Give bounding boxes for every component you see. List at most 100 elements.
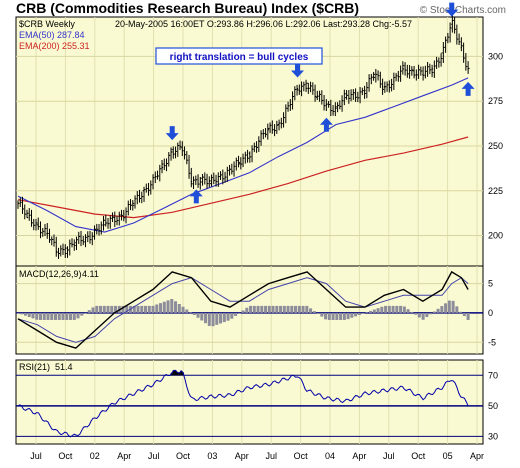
price-point	[451, 23, 453, 25]
macd-histogram-bar	[87, 310, 91, 313]
macd-histogram-bar	[286, 305, 290, 313]
cycle-arrow-down	[291, 63, 305, 78]
x-tick-label: Apr	[470, 451, 484, 461]
x-tick-label: 02	[90, 451, 100, 461]
price-y-tick-label: 275	[488, 96, 503, 106]
price-y-tick-label: 300	[488, 51, 503, 61]
price-point	[383, 86, 385, 88]
macd-histogram-bar	[316, 312, 320, 314]
macd-histogram-bar	[46, 312, 50, 320]
price-point	[55, 251, 58, 253]
x-tick-label: Oct	[176, 451, 191, 461]
macd-histogram-bar	[395, 305, 399, 313]
x-tick-label: Oct	[294, 451, 309, 461]
x-tick-label: Apr	[235, 451, 249, 461]
macd-histogram-bar	[162, 301, 166, 313]
x-axis-labels: Jul Oct 02 Apr Jul Oct 03 Apr Jul Oct 04 Apr Jul Oct 0…	[30, 451, 484, 461]
macd-histogram-bar	[91, 307, 95, 313]
macd-histogram-bar	[121, 305, 125, 313]
annotation-text: right translation = bull cycles	[170, 52, 309, 63]
price-point	[460, 46, 462, 49]
macd-histogram-bar	[372, 309, 376, 313]
price-point	[258, 140, 260, 142]
price-point	[94, 229, 96, 231]
price-point	[335, 107, 337, 109]
price-point	[84, 238, 87, 240]
price-point	[229, 168, 231, 170]
macd-histogram-bar	[170, 299, 174, 313]
macd-histogram	[16, 299, 470, 327]
price-point	[354, 93, 356, 95]
price-point	[402, 68, 405, 70]
macd-histogram-bar	[174, 301, 178, 313]
price-point	[17, 202, 19, 204]
macd-histogram-bar	[264, 305, 268, 313]
rsi-label: RSI(21)	[19, 362, 50, 372]
rsi-panel: 70 50 30 RSI(21) 51.4	[15, 359, 498, 445]
macd-histogram-bar	[335, 312, 339, 320]
macd-histogram-bar	[132, 305, 136, 313]
macd-histogram-bar	[297, 305, 301, 313]
macd-histogram-bar	[417, 312, 421, 318]
macd-histogram-bar	[249, 305, 253, 313]
price-point	[267, 129, 270, 131]
price-point	[345, 97, 347, 99]
price-point	[441, 52, 443, 54]
chart-title: CRB (Commodities Research Bureau) Index …	[16, 0, 359, 16]
macd-histogram-bar	[256, 305, 260, 313]
x-tick-label: Apr	[352, 451, 366, 461]
macd-histogram-bar	[39, 312, 43, 320]
cycle-arrow-down	[165, 126, 179, 141]
macd-histogram-bar	[200, 312, 204, 321]
macd-histogram-bar	[282, 305, 286, 313]
macd-histogram-bar	[65, 312, 69, 320]
macd-histogram-bar	[432, 311, 436, 313]
rsi-y-tick-label: 30	[488, 431, 498, 441]
x-tick-label: Jul	[383, 451, 395, 461]
price-panel: 200 225 250 275 300 $CRB Weekly 20-May-2005 …	[15, 2, 503, 267]
macd-histogram-bar	[342, 312, 346, 320]
macd-histogram-bar	[24, 312, 28, 316]
x-tick-label: Jul	[148, 451, 160, 461]
price-point	[181, 147, 183, 149]
macd-histogram-bar	[357, 312, 361, 315]
macd-histogram-bar	[54, 312, 58, 320]
macd-histogram-bar	[425, 312, 429, 318]
price-point	[325, 104, 328, 106]
macd-histogram-bar	[252, 305, 256, 313]
price-point	[75, 242, 77, 244]
macd-histogram-bar	[230, 312, 234, 319]
macd-histogram-bar	[234, 312, 238, 316]
macd-histogram-bar	[444, 303, 448, 313]
macd-histogram-bar	[215, 312, 219, 325]
annotation-box	[155, 47, 323, 65]
macd-histogram-bar	[324, 312, 328, 320]
macd-histogram-bar	[177, 304, 181, 313]
macd-histogram-bar	[151, 305, 155, 313]
macd-histogram-bar	[459, 311, 463, 313]
macd-histogram-bar	[76, 312, 80, 319]
macd-histogram-bar	[402, 306, 406, 313]
rsi-panel-background	[15, 359, 484, 445]
macd-histogram-bar	[159, 303, 163, 313]
macd-histogram-bar	[271, 305, 275, 313]
macd-histogram-bar	[414, 312, 418, 315]
macd-histogram-bar	[207, 312, 211, 326]
cycle-arrow-up	[319, 117, 333, 132]
macd-histogram-bar	[35, 312, 39, 320]
ema50-legend: EMA(50) 287.84	[19, 30, 85, 40]
price-point	[36, 224, 38, 226]
macd-histogram-bar	[429, 312, 433, 315]
macd-y-tick-label: 0	[488, 308, 493, 318]
macd-histogram-bar	[72, 312, 76, 320]
macd-histogram-bar	[204, 312, 208, 324]
macd-histogram-bar	[144, 305, 148, 313]
macd-histogram-bar	[406, 309, 410, 313]
macd-histogram-bar	[192, 312, 196, 315]
x-tick-label: Apr	[117, 451, 131, 461]
x-tick-label: 03	[207, 451, 217, 461]
price-point	[152, 181, 154, 183]
price-point	[46, 233, 48, 235]
macd-histogram-bar	[27, 312, 31, 318]
